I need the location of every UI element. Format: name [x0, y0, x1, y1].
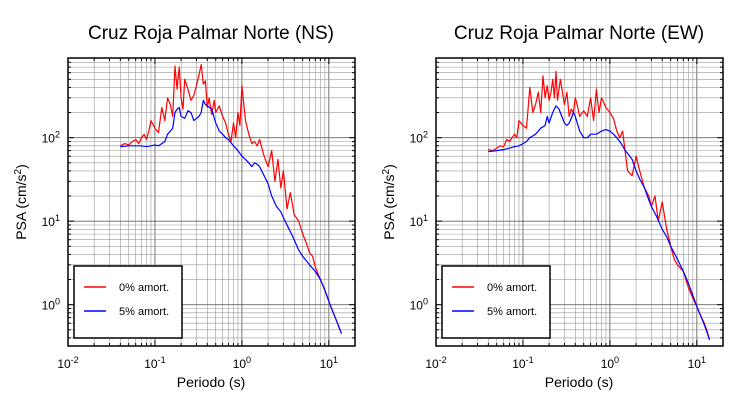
y-tick-label: 102: [410, 130, 428, 146]
y-tick-label: 101: [42, 213, 60, 229]
x-tick-label: 101: [688, 355, 706, 371]
x-axis-label: Periodo (s): [177, 374, 245, 390]
x-axis-label: Periodo (s): [545, 374, 613, 390]
legend-box: [73, 265, 183, 339]
x-tick-label: 10-1: [144, 355, 165, 371]
chart-title: Cruz Roja Palmar Norte (NS): [88, 23, 334, 44]
legend-label: 0% amort.: [487, 282, 537, 294]
y-tick-label: 100: [42, 297, 60, 313]
legend-label: 0% amort.: [119, 282, 169, 294]
legend-label: 5% amort.: [119, 306, 169, 318]
chart-panel-ew: Cruz Roja Palmar Norte (EW) 10-2 10-1 100 1…: [381, 23, 724, 390]
chart-panel-ns: Cruz Roja Palmar Norte (NS) 10-2 10-1 100 1…: [13, 23, 356, 390]
legend: 0% amort. 5% amort.: [441, 265, 551, 339]
y-tick-label: 102: [42, 130, 60, 146]
y-tick-label: 100: [410, 297, 428, 313]
x-tick-label: 100: [233, 355, 251, 371]
series-line-damped: [120, 99, 343, 334]
legend-box: [441, 265, 551, 339]
y-tick-label: 101: [410, 213, 428, 229]
series-line-undamped: [488, 70, 711, 340]
series-line-damped: [488, 105, 711, 340]
x-tick-label: 10-2: [425, 355, 446, 371]
chart-title: Cruz Roja Palmar Norte (EW): [454, 23, 704, 44]
x-tick-label: 101: [320, 355, 338, 371]
y-axis-label: PSA (cm/s2): [13, 164, 29, 240]
x-tick-label: 10-2: [57, 355, 78, 371]
plot-frame: [67, 57, 356, 347]
legend-label: 5% amort.: [487, 306, 537, 318]
legend: 0% amort. 5% amort.: [73, 265, 183, 339]
series-line-undamped: [120, 63, 343, 334]
plot-frame: [435, 57, 724, 347]
x-tick-label: 100: [601, 355, 619, 371]
x-tick-label: 10-1: [512, 355, 533, 371]
y-axis-label: PSA (cm/s2): [381, 164, 397, 240]
